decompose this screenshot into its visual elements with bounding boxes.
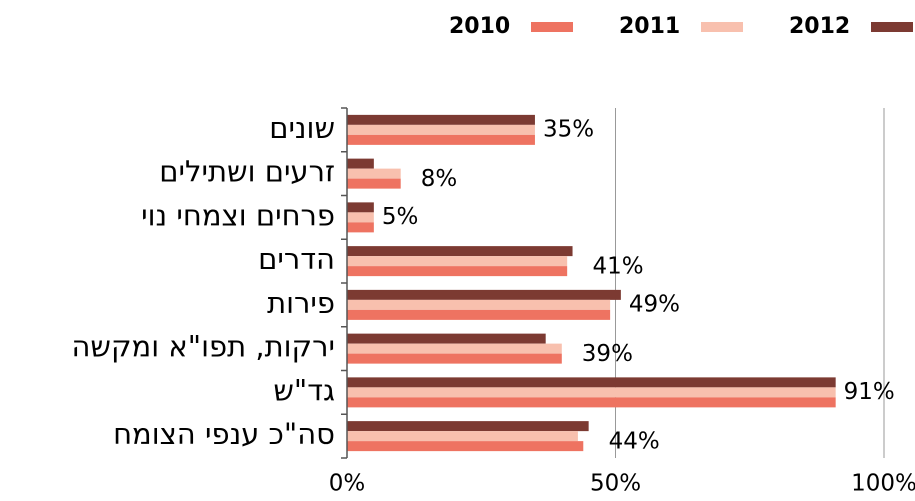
- bar: [347, 202, 374, 213]
- data-label: 8%: [421, 166, 458, 192]
- category-label: סה"כ ענפי הצומח: [113, 417, 335, 451]
- bar: [347, 134, 535, 145]
- data-label: 41%: [593, 254, 644, 280]
- bar: [347, 333, 546, 344]
- legend-swatch: [531, 22, 573, 32]
- bar: [347, 377, 836, 388]
- legend-label: 2010: [449, 14, 510, 39]
- bar: [347, 309, 611, 320]
- bar: [347, 266, 568, 277]
- data-label: 49%: [629, 291, 680, 317]
- data-label: 35%: [543, 116, 594, 142]
- category-label: זרעים ושתילים: [159, 155, 335, 189]
- legend-label: 2012: [789, 14, 850, 39]
- bar: [347, 124, 535, 135]
- bar: [347, 441, 584, 452]
- bar: [347, 246, 573, 257]
- bar: [347, 256, 568, 267]
- bar: [347, 289, 621, 300]
- bar: [347, 222, 374, 233]
- category-label: שונים: [269, 111, 335, 145]
- bar: [347, 387, 836, 398]
- bar: [347, 421, 589, 432]
- legend-swatch: [871, 22, 913, 32]
- bar: [347, 431, 578, 442]
- data-label: 91%: [844, 379, 895, 405]
- bar: [347, 212, 374, 223]
- bar: [347, 397, 836, 408]
- bar: [347, 178, 401, 189]
- data-label: 44%: [609, 429, 660, 455]
- category-label: גד"ש: [273, 373, 335, 407]
- bar: [347, 343, 562, 354]
- bar: [347, 168, 401, 179]
- data-label: 39%: [582, 341, 633, 367]
- legend-label: 2011: [619, 14, 680, 39]
- category-label: ירקות, תפו"א ומקשה: [71, 330, 335, 364]
- x-tick-label: 50%: [590, 471, 641, 497]
- x-tick-label: 100%: [851, 471, 915, 497]
- data-label: 5%: [382, 204, 419, 230]
- bar: [347, 158, 374, 169]
- bar: [347, 353, 562, 364]
- category-label: הדרים: [258, 242, 335, 276]
- category-label: פירות: [267, 286, 335, 320]
- bar: [347, 299, 611, 310]
- legend-swatch: [701, 22, 743, 32]
- bar: [347, 114, 535, 125]
- x-tick-label: 0%: [329, 471, 366, 497]
- category-label: פרחים וצמחי נוי: [141, 198, 335, 232]
